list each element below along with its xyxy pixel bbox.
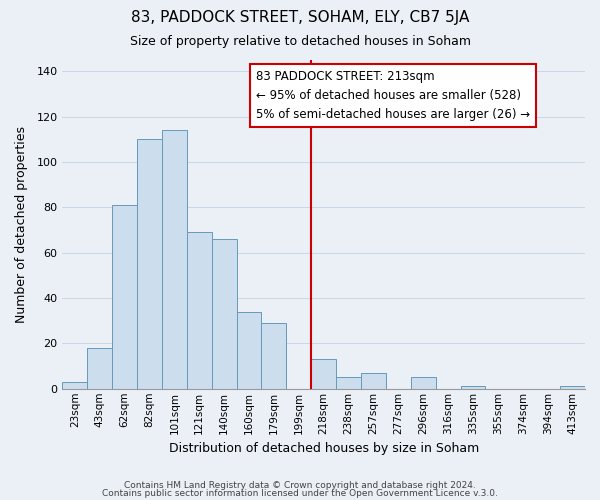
Bar xyxy=(112,205,137,389)
Bar xyxy=(336,378,361,389)
Bar xyxy=(411,378,436,389)
Bar xyxy=(461,386,485,389)
Text: Contains public sector information licensed under the Open Government Licence v.: Contains public sector information licen… xyxy=(102,488,498,498)
Bar xyxy=(187,232,212,389)
Text: Contains HM Land Registry data © Crown copyright and database right 2024.: Contains HM Land Registry data © Crown c… xyxy=(124,481,476,490)
Bar xyxy=(87,348,112,389)
Text: 83 PADDOCK STREET: 213sqm
← 95% of detached houses are smaller (528)
5% of semi-: 83 PADDOCK STREET: 213sqm ← 95% of detac… xyxy=(256,70,530,121)
Bar xyxy=(262,323,286,389)
Bar xyxy=(212,239,236,389)
Y-axis label: Number of detached properties: Number of detached properties xyxy=(15,126,28,323)
Text: 83, PADDOCK STREET, SOHAM, ELY, CB7 5JA: 83, PADDOCK STREET, SOHAM, ELY, CB7 5JA xyxy=(131,10,469,25)
Bar xyxy=(560,386,585,389)
Text: Size of property relative to detached houses in Soham: Size of property relative to detached ho… xyxy=(130,35,470,48)
Bar xyxy=(236,312,262,389)
Bar xyxy=(137,140,162,389)
Bar xyxy=(311,360,336,389)
X-axis label: Distribution of detached houses by size in Soham: Distribution of detached houses by size … xyxy=(169,442,479,455)
Bar xyxy=(62,382,87,389)
Bar xyxy=(162,130,187,389)
Bar xyxy=(361,373,386,389)
